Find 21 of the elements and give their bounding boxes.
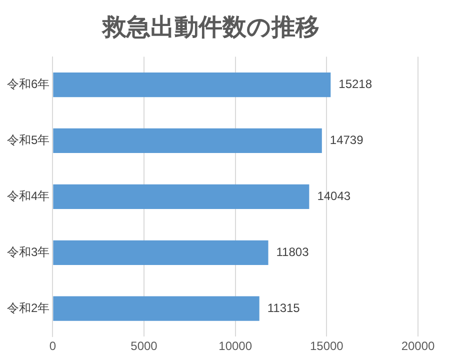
data-label: 14739 [330, 133, 364, 148]
x-tick-label: 15000 [310, 339, 344, 354]
data-label: 14043 [317, 189, 351, 204]
y-tick-label: 令和2年 [6, 300, 50, 315]
data-label: 11803 [276, 244, 310, 259]
y-tick-label: 令和3年 [6, 244, 50, 259]
bar [53, 296, 260, 321]
x-tick-label: 5000 [130, 339, 158, 354]
bar [53, 128, 322, 154]
bar [53, 240, 268, 265]
y-tick-label: 令和5年 [6, 133, 50, 148]
chart-title: 救急出動件数の推移 [100, 14, 320, 42]
data-label: 15218 [338, 77, 372, 92]
y-tick-label: 令和6年 [6, 77, 50, 92]
data-label: 11315 [267, 300, 300, 315]
y-tick-label: 令和4年 [6, 189, 50, 204]
bar [53, 184, 310, 210]
bar [53, 72, 331, 98]
x-tick-label: 0 [49, 339, 56, 354]
x-tick-label: 20000 [401, 339, 436, 354]
x-tick-label: 10000 [218, 339, 252, 354]
